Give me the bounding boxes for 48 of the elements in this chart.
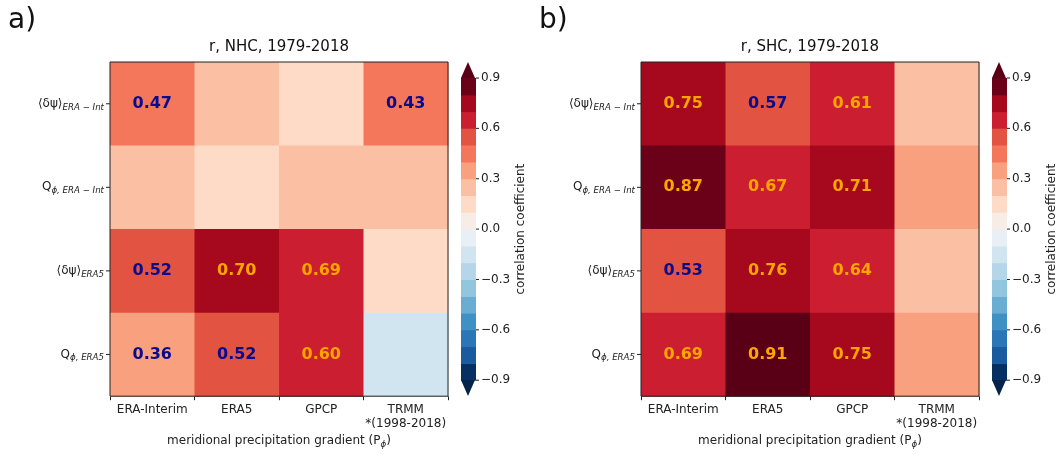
color-bar-label: −0.3 [1012,271,1042,286]
color-bar-label: 0.0 [1012,221,1032,236]
chart-title: r, NHC, 1979-2018 [209,36,349,55]
data-label: 0.60 [301,343,341,363]
x-tick-label: TRMM *(1998-2018) [896,401,978,430]
color-bar-label: −0.3 [481,271,511,286]
color-bar-title: correlation coefficient [1044,163,1059,295]
color-bar-label: 0.6 [481,120,501,135]
data-label: 0.75 [832,343,872,363]
x-tick-label: GPCP [836,401,869,416]
chart-title: r, SHC, 1979-2018 [740,36,880,55]
data-label: 0.47 [132,92,172,112]
data-label: 0.52 [132,260,172,280]
color-bar-label: 0.9 [481,70,501,85]
data-label: 0.61 [832,92,872,112]
x-tick-label: GPCP [305,401,338,416]
color-bar-label: −0.9 [1012,372,1042,387]
x-tick-label: ERA5 [221,401,253,416]
color-bar-label: −0.6 [481,321,511,336]
x-tick-label: ERA5 [752,401,784,416]
color-bar-label: −0.6 [1012,321,1042,336]
data-label: 0.76 [748,260,788,280]
x-tick-label: TRMM *(1998-2018) [365,401,447,430]
data-label: 0.57 [748,92,788,112]
data-label: 0.87 [663,176,703,196]
x-tick-label: ERA-Interim [116,401,188,416]
data-label: 0.53 [663,260,703,280]
data-label: 0.43 [386,92,426,112]
color-bar-label: 0.3 [481,170,501,185]
color-bar-label: 0.9 [1012,70,1032,85]
data-label: 0.91 [748,343,788,363]
text: a) [8,2,37,35]
color-bar-title: correlation coefficient [513,163,528,295]
data-label: 0.52 [217,343,257,363]
color-bar-label: 0.6 [1012,120,1032,135]
data-label: 0.75 [663,92,703,112]
data-label: 0.69 [663,343,703,363]
data-label: 0.67 [748,176,788,196]
color-bar-label: 0.0 [481,221,501,236]
color-bar-label: 0.3 [1012,170,1032,185]
data-label: 0.64 [832,260,872,280]
text: b) [539,2,568,35]
data-label: 0.69 [301,260,341,280]
data-label: 0.36 [132,343,172,363]
x-tick-label: ERA-Interim [647,401,719,416]
data-label: 0.71 [832,176,872,196]
data-label: 0.70 [217,260,257,280]
color-bar-label: −0.9 [481,372,511,387]
